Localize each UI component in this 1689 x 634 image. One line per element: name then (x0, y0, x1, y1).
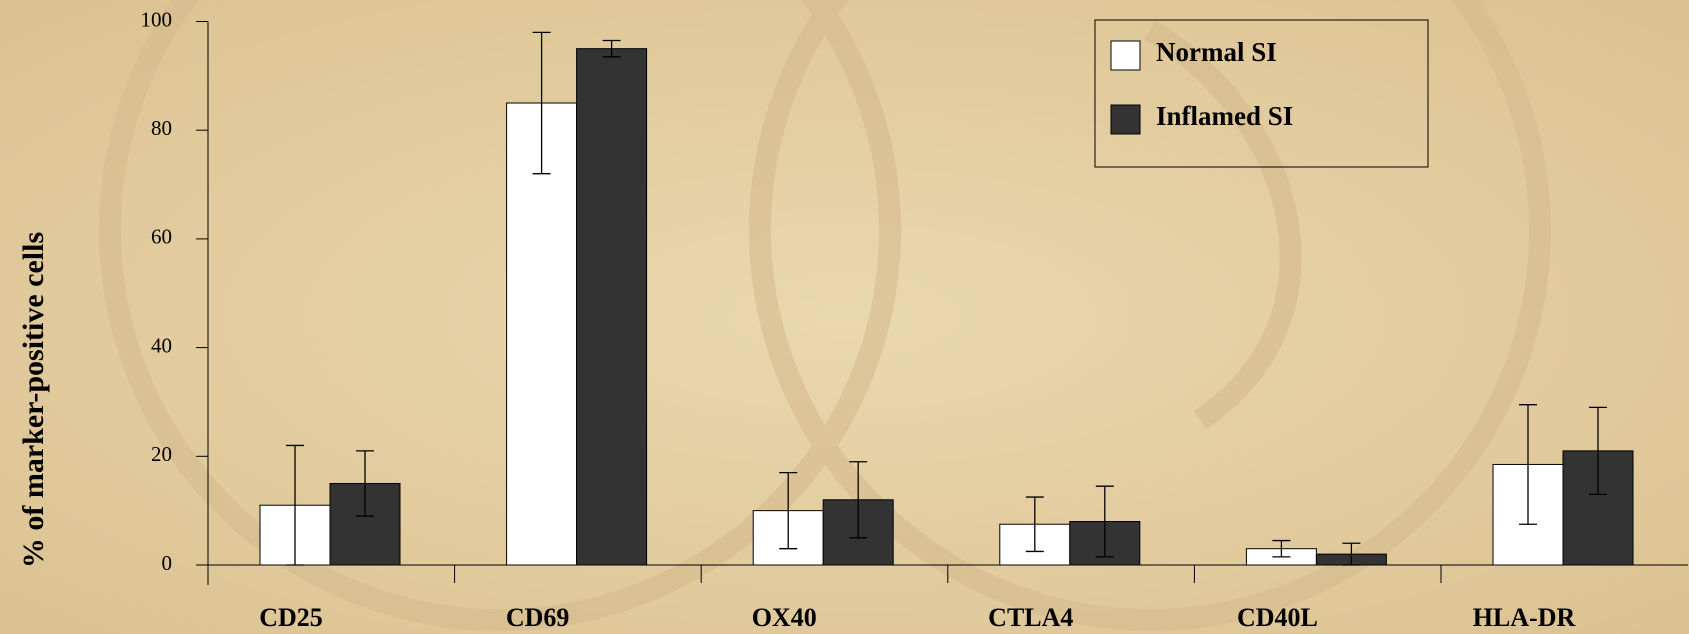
legend-label: Normal SI (1156, 37, 1277, 67)
x-tick-label: OX40 (752, 603, 817, 632)
y-tick-label: 100 (141, 7, 173, 31)
x-tick-label: HLA-DR (1473, 603, 1576, 632)
x-tick-label: CD25 (259, 603, 323, 632)
legend-label: Inflamed SI (1156, 101, 1293, 131)
y-tick-label: 40 (151, 333, 172, 357)
watermark (99, 0, 1551, 631)
y-axis-label: % of marker-positive cells (17, 232, 50, 568)
y-tick-label: 20 (151, 442, 172, 466)
bar (506, 102, 578, 566)
x-tick-label: CD69 (506, 603, 570, 632)
legend-swatch (1110, 40, 1141, 71)
y-tick-label: 60 (151, 225, 172, 249)
x-tick-label: CTLA4 (988, 603, 1073, 632)
bar (576, 48, 648, 566)
legend-swatch (1110, 104, 1141, 135)
legend-box (1094, 19, 1429, 168)
y-tick-label: 80 (151, 116, 172, 140)
y-tick-label: 0 (162, 551, 173, 575)
x-tick-label: CD40L (1237, 603, 1318, 632)
